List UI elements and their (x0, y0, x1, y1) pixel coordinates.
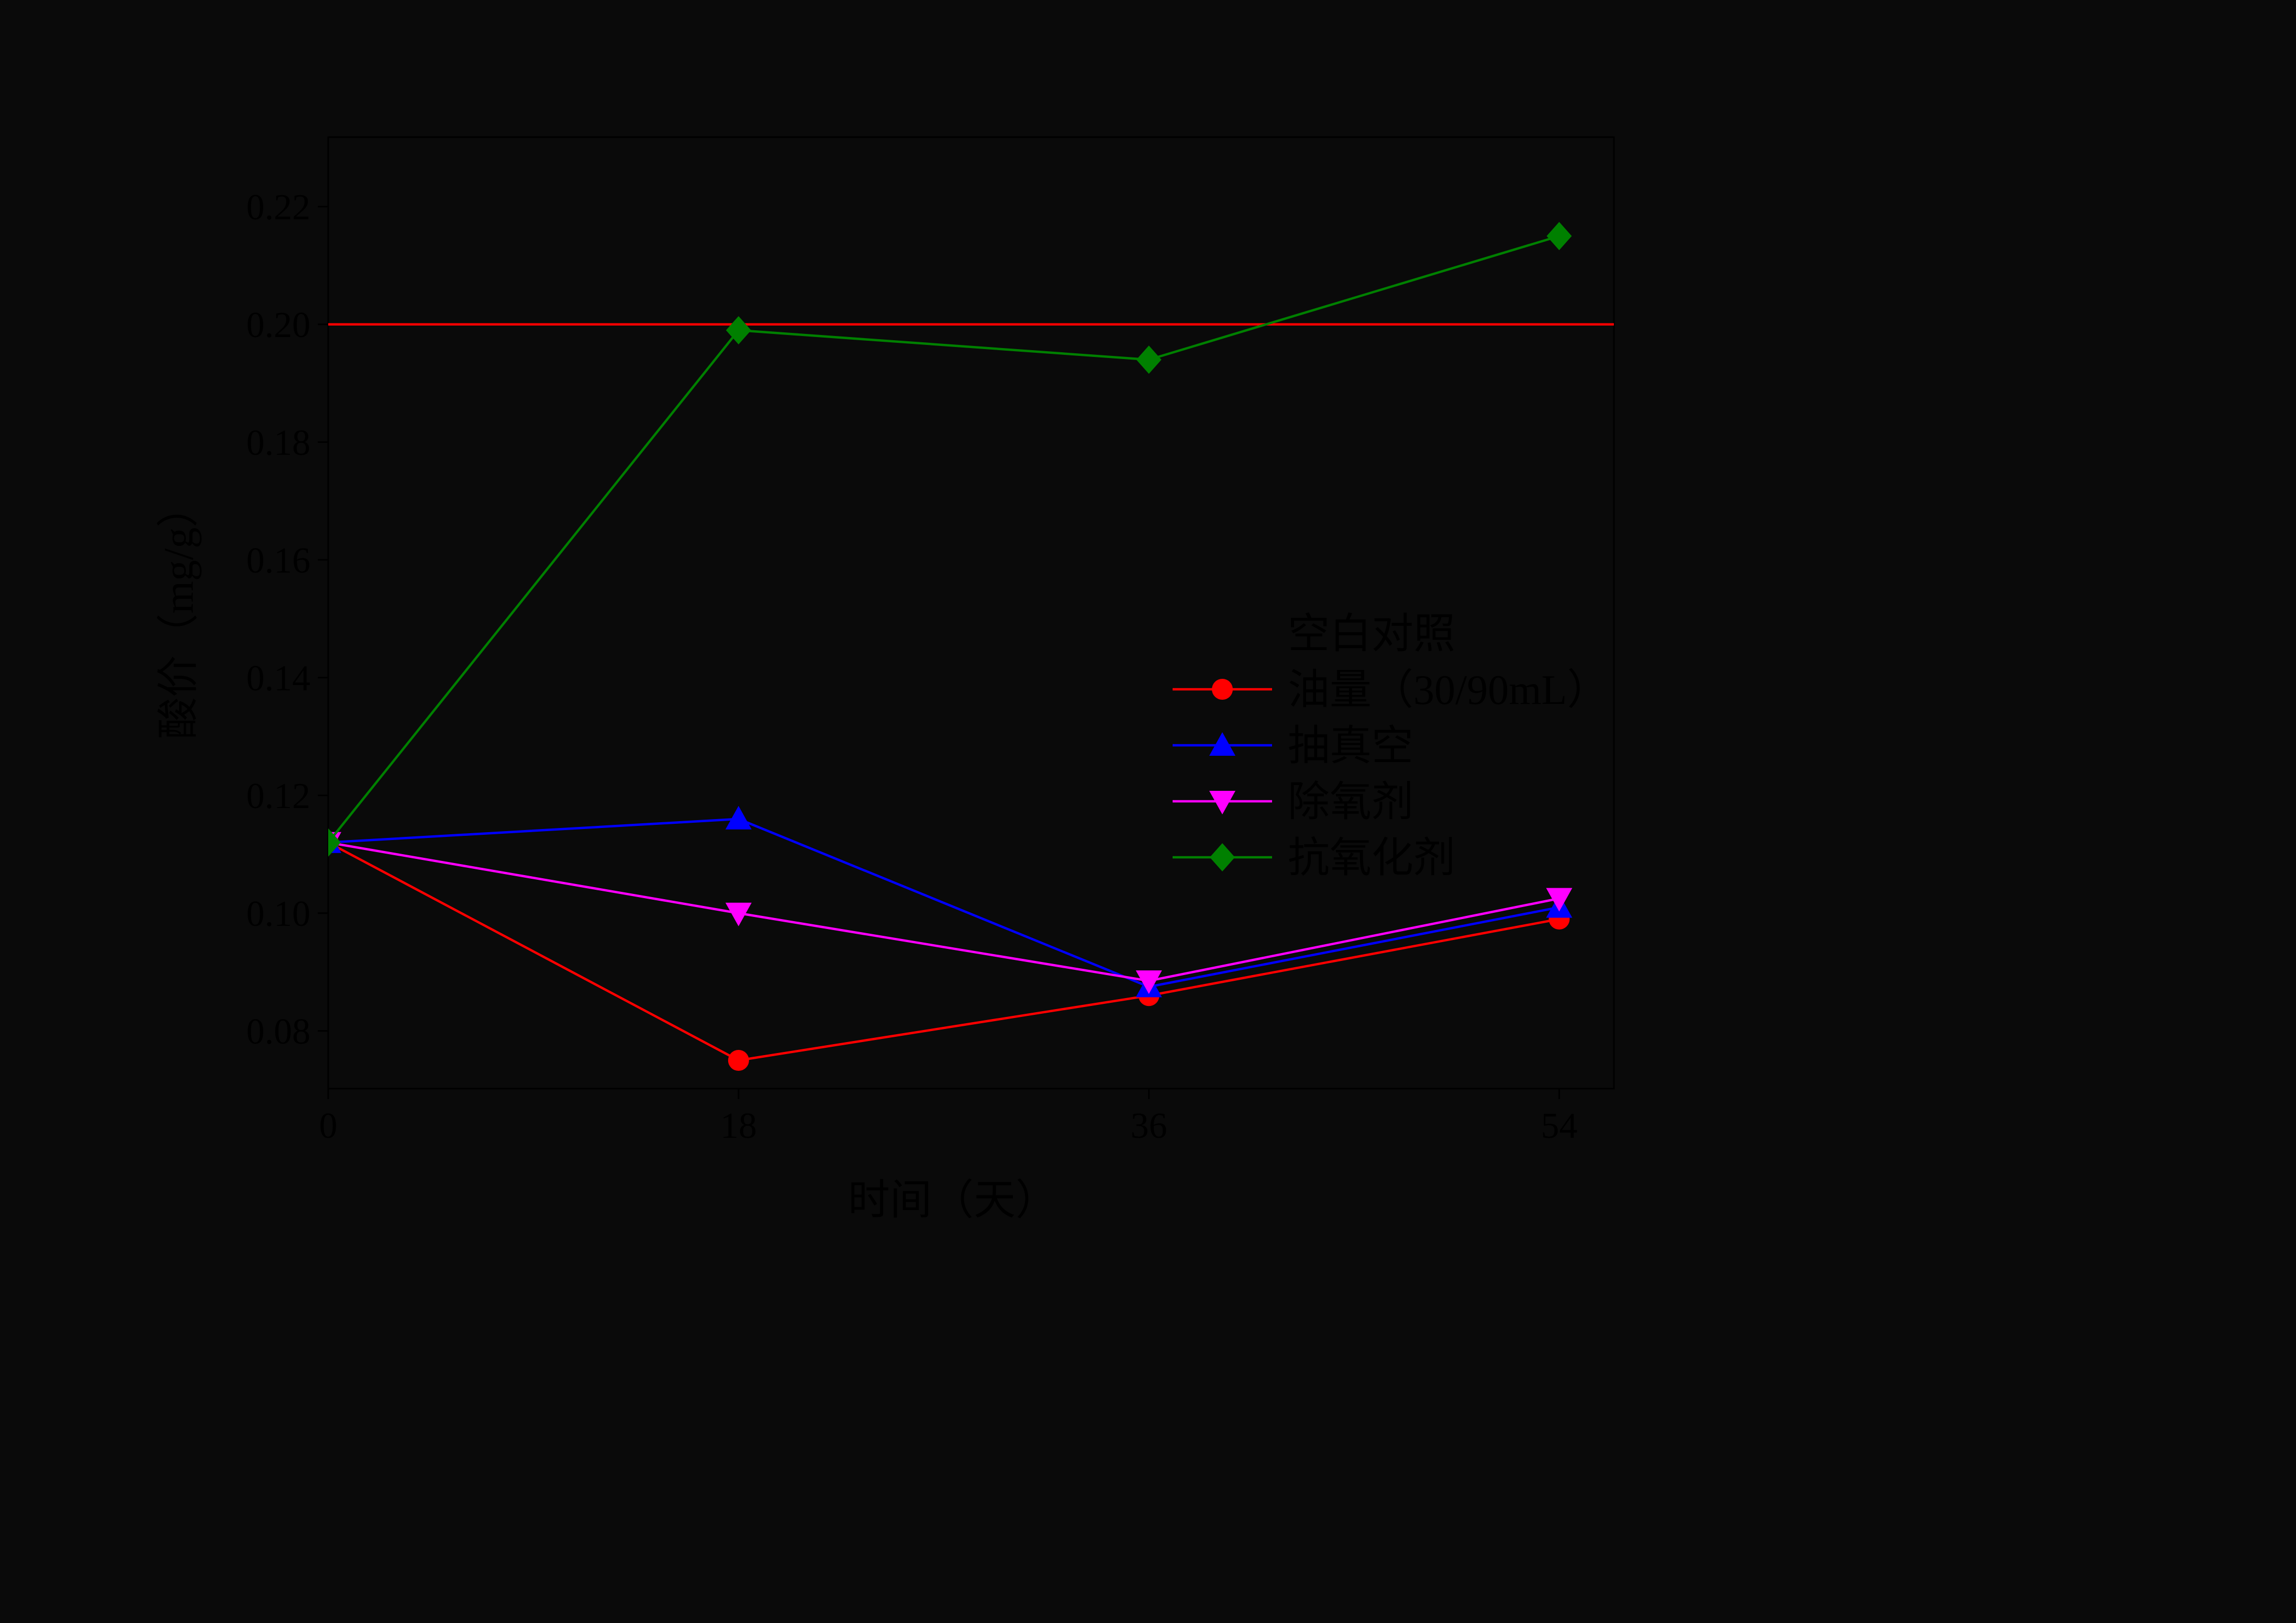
y-tick-label: 0.20 (247, 305, 311, 345)
y-tick-label: 0.08 (247, 1012, 311, 1052)
series-antioxidant (328, 222, 1572, 857)
data-point-blank-control-oil (728, 1050, 749, 1071)
legend-marker-blank-control-oil (1212, 679, 1233, 700)
x-axis-title: 时间（天） (848, 1178, 1057, 1224)
series-line-vacuum (328, 818, 1559, 988)
y-axis-title: 酸价（mg/g） (156, 486, 202, 739)
data-point-antioxidant (328, 828, 341, 857)
axis-labels-group: 时间（天） 酸价（mg/g） (156, 486, 1057, 1224)
y-tick-label: 0.22 (247, 187, 311, 228)
x-tick-label: 36 (1131, 1106, 1167, 1146)
data-point-deoxidizer (725, 902, 752, 926)
data-point-antioxidant (1136, 345, 1162, 374)
data-point-deoxidizer (1546, 888, 1573, 912)
series-line-blank-control-oil (328, 841, 1559, 1062)
legend-label: 油量（30/90mL） (1288, 667, 1609, 713)
legend-marker-deoxidizer (1209, 791, 1235, 814)
x-tick-label: 18 (720, 1106, 757, 1146)
y-tick-label: 0.16 (247, 541, 311, 581)
series-line-deoxidizer (328, 841, 1559, 982)
legend-marker-antioxidant (1210, 843, 1235, 871)
data-point-vacuum (725, 805, 752, 830)
legend-label: 除氧剂 (1288, 779, 1413, 825)
legend-marker-vacuum (1209, 732, 1235, 756)
axes-group: 0 18 36 54 0.08 0.10 0.12 0.14 0.16 0.18 0.20 0.22 (247, 136, 1615, 1146)
legend-label: 空白对照 (1288, 611, 1455, 657)
series-group (328, 222, 1573, 1071)
y-tick-label: 0.14 (247, 658, 311, 699)
legend-label: 抗氧化剂 (1288, 835, 1455, 881)
legend-label: 抽真空 (1288, 723, 1413, 769)
x-tick-label: 54 (1541, 1106, 1577, 1146)
plot-box-spines (327, 136, 1615, 1090)
y-tick-label: 0.12 (247, 776, 311, 816)
x-tick-label: 0 (319, 1106, 338, 1146)
series-line-antioxidant (328, 234, 1560, 844)
y-tick-label: 0.10 (247, 894, 311, 934)
data-point-antioxidant (726, 316, 751, 344)
series-vacuum (328, 805, 1573, 998)
data-point-antioxidant (1546, 222, 1572, 250)
data-point-deoxidizer (1135, 970, 1162, 994)
y-tick-label: 0.18 (247, 423, 311, 463)
